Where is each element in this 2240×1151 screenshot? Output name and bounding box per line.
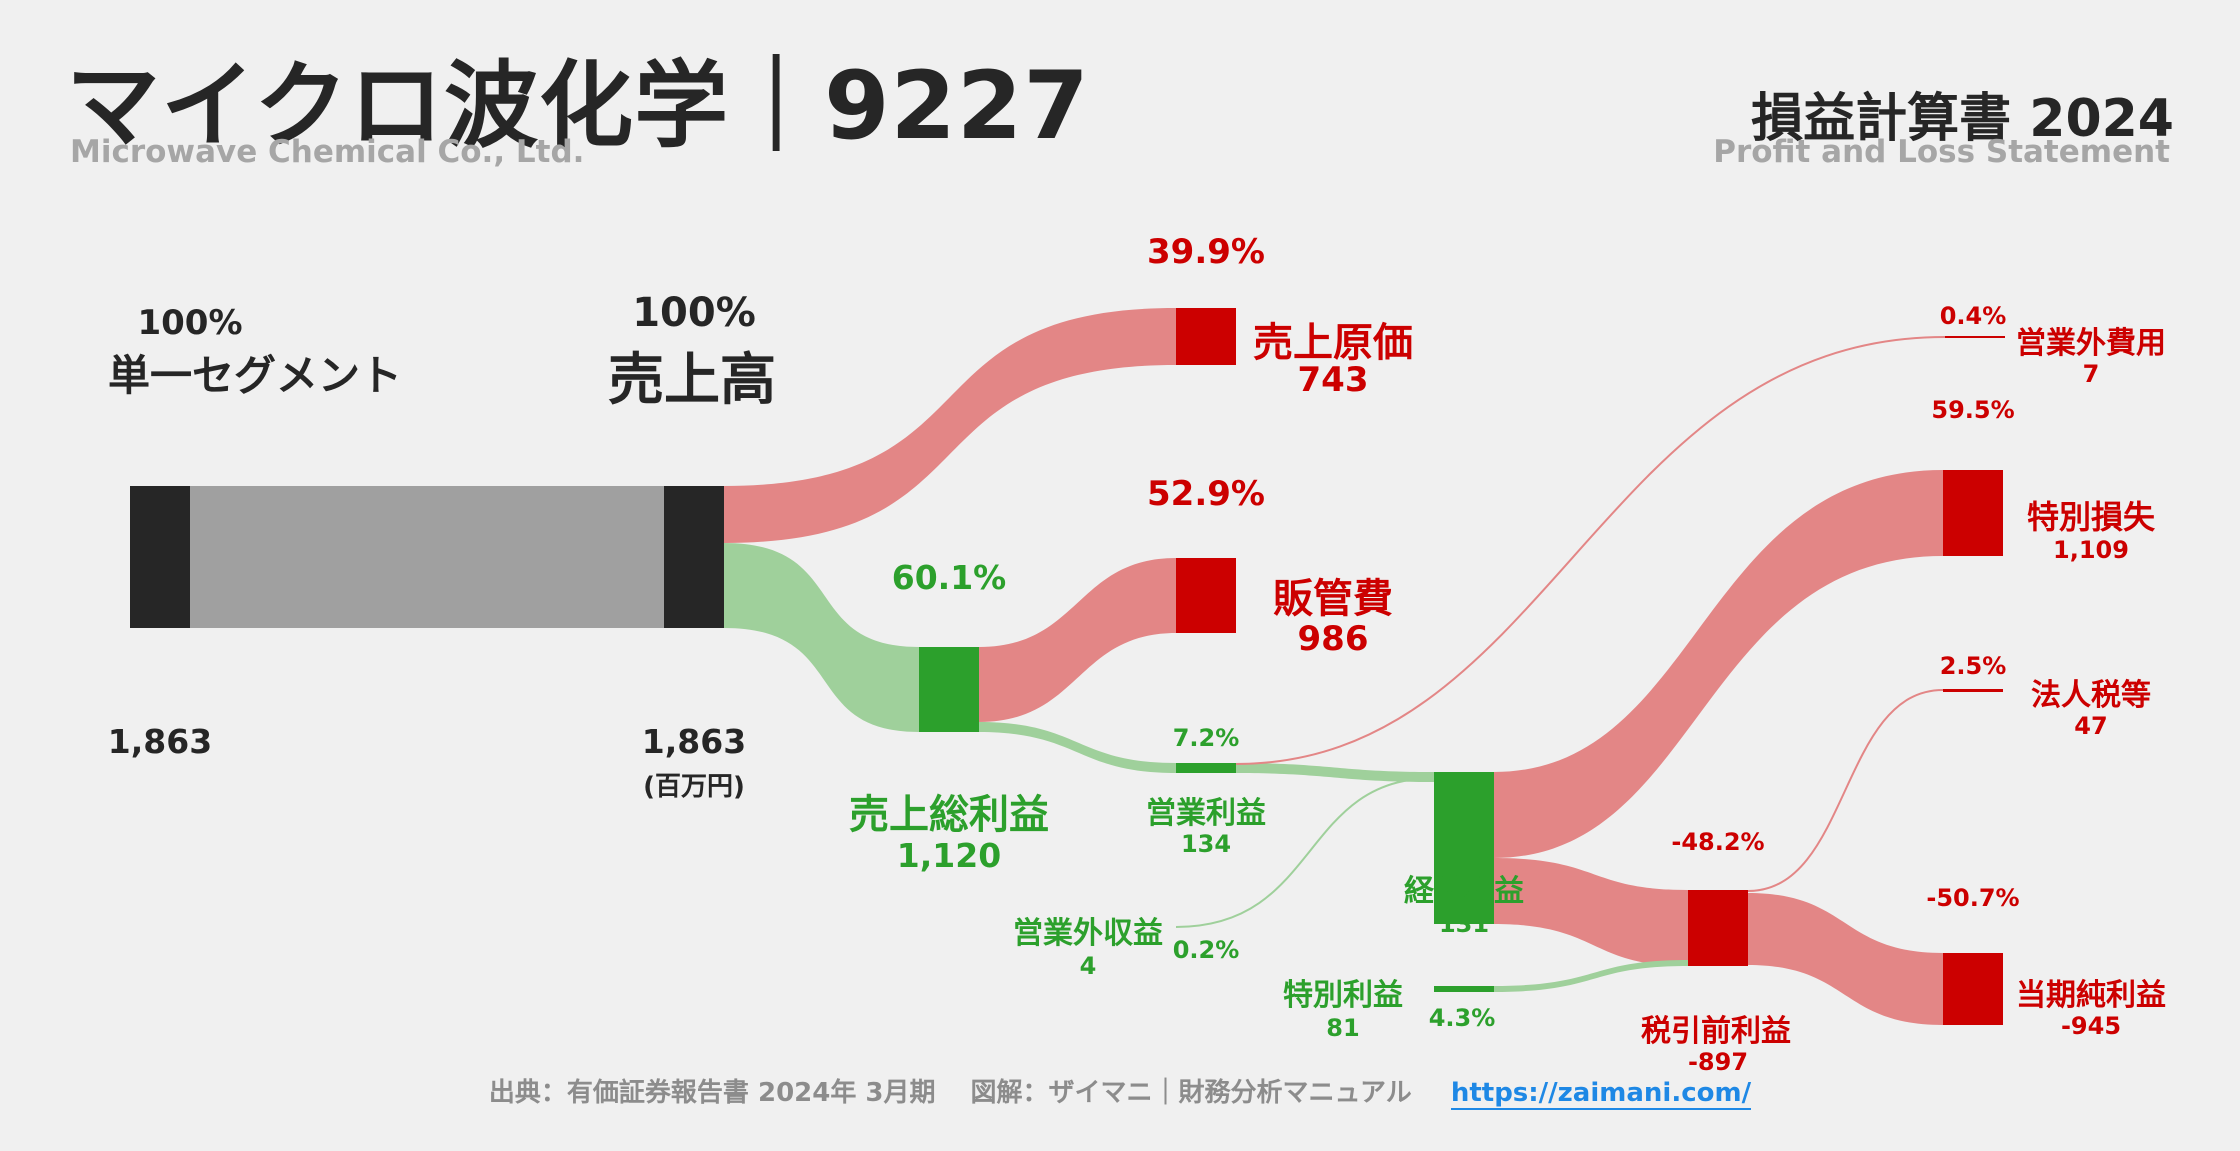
flow-pretax-netincome [1748,893,1943,1025]
income-tax-pct: 2.5% [1939,652,2007,680]
net-income-value: -945 [2060,1012,2122,1040]
footer-link[interactable]: https://zaimani.com/ [1450,1078,1752,1110]
non-op-expense-name: 営業外費用 [2016,326,2166,361]
node-extraordinary-gain [1434,986,1494,992]
flow-revenue-cogs [724,308,1176,543]
segment-name: 単一セグメント [107,351,403,400]
income-tax-value: 47 [2074,712,2108,740]
pretax-income-value: -897 [1687,1048,1749,1076]
node-operating-income [1176,763,1236,773]
flow-ordinary-extraloss [1494,470,1943,858]
page-title: マイクロ波化学｜9227 [66,52,1090,161]
node-extraordinary-loss [1943,470,2003,556]
gross-profit-value: 1,120 [896,836,1002,875]
non-op-income-name: 営業外収益 [1013,916,1163,951]
operating-income-pct: 7.2% [1172,724,1240,752]
footer-source: 出典：有価証券報告書 2024年 3月期 図解：ザイマニ｜財務分析マニュアル [488,1078,1412,1108]
segment-pct: 100% [137,303,243,343]
report-subtitle: Profit and Loss Statement [1713,134,2170,170]
extraordinary-gain-name: 特別利益 [1283,978,1403,1013]
extraordinary-loss-name: 特別損失 [2026,498,2156,536]
cogs-name: 売上原価 [1253,320,1413,366]
report-title: 損益計算書 2024 [1751,89,2174,149]
flow-ordinary-pretax [1494,858,1688,966]
node-net-income [1943,953,2003,1025]
flow-nonopincome-ordinary [1175,777,1435,928]
non-op-expense-pct: 0.4% [1939,302,2007,330]
ordinary-income-name: 経常利益 [1404,874,1524,909]
operating-income-name: 営業利益 [1146,796,1266,831]
operating-income-value: 134 [1180,830,1232,858]
flow-revenue-grossprofit [724,543,919,732]
flow-opincome-ordinary [1236,763,1434,782]
ordinary-income-value: 131 [1438,910,1490,938]
sga-name: 販管費 [1273,576,1393,622]
node-non-op-expense [1945,336,2005,338]
flow-grossprofit-sga [979,558,1176,722]
non-op-income-value: 4 [1079,952,1097,980]
sga-value: 986 [1297,619,1369,659]
net-income-pct: -50.7% [1926,884,2020,912]
revenue-pct: 100% [632,290,756,336]
non-op-income-pct: 0.2% [1172,936,1240,964]
node-pretax-income [1688,890,1748,966]
income-tax-name: 法人税等 [2031,678,2151,713]
revenue-name: 売上高 [608,348,776,413]
node-segment [130,486,190,628]
node-ordinary-income [1434,772,1494,924]
revenue-value: 1,863 [641,722,747,761]
revenue-unit: (百万円) [643,772,745,802]
node-income-tax [1943,689,2003,692]
net-income-name: 当期純利益 [2016,978,2166,1013]
gross-profit-pct: 60.1% [891,558,1007,597]
flow-extragain-pretax [1494,960,1688,992]
node-revenue [664,486,724,628]
flow-opincome-nonopexpense [1235,336,1946,765]
extraordinary-gain-pct: 4.3% [1428,1004,1496,1032]
flow-segment-revenue [190,486,664,628]
node-cogs [1176,308,1236,365]
company-english-name: Microwave Chemical Co., Ltd. [70,134,585,170]
segment-value: 1,863 [107,722,213,761]
non-op-expense-value: 7 [2082,360,2100,388]
footer: 出典：有価証券報告書 2024年 3月期 図解：ザイマニ｜財務分析マニュアル h… [0,1072,2240,1110]
flow-grossprofit-opincome [979,722,1176,773]
extraordinary-loss-pct: 59.5% [1931,396,2015,424]
flow-pretax-tax [1747,689,1944,892]
pretax-income-pct: -48.2% [1671,828,1765,856]
extraordinary-gain-value: 81 [1326,1014,1360,1042]
extraordinary-loss-value: 1,109 [2053,536,2129,564]
cogs-value: 743 [1297,360,1369,400]
node-sga [1176,558,1236,633]
node-gross-profit [919,647,979,732]
sga-pct: 52.9% [1147,474,1265,514]
cogs-pct: 39.9% [1147,232,1265,272]
gross-profit-name: 売上総利益 [849,792,1049,838]
pretax-income-name: 税引前利益 [1641,1014,1791,1049]
